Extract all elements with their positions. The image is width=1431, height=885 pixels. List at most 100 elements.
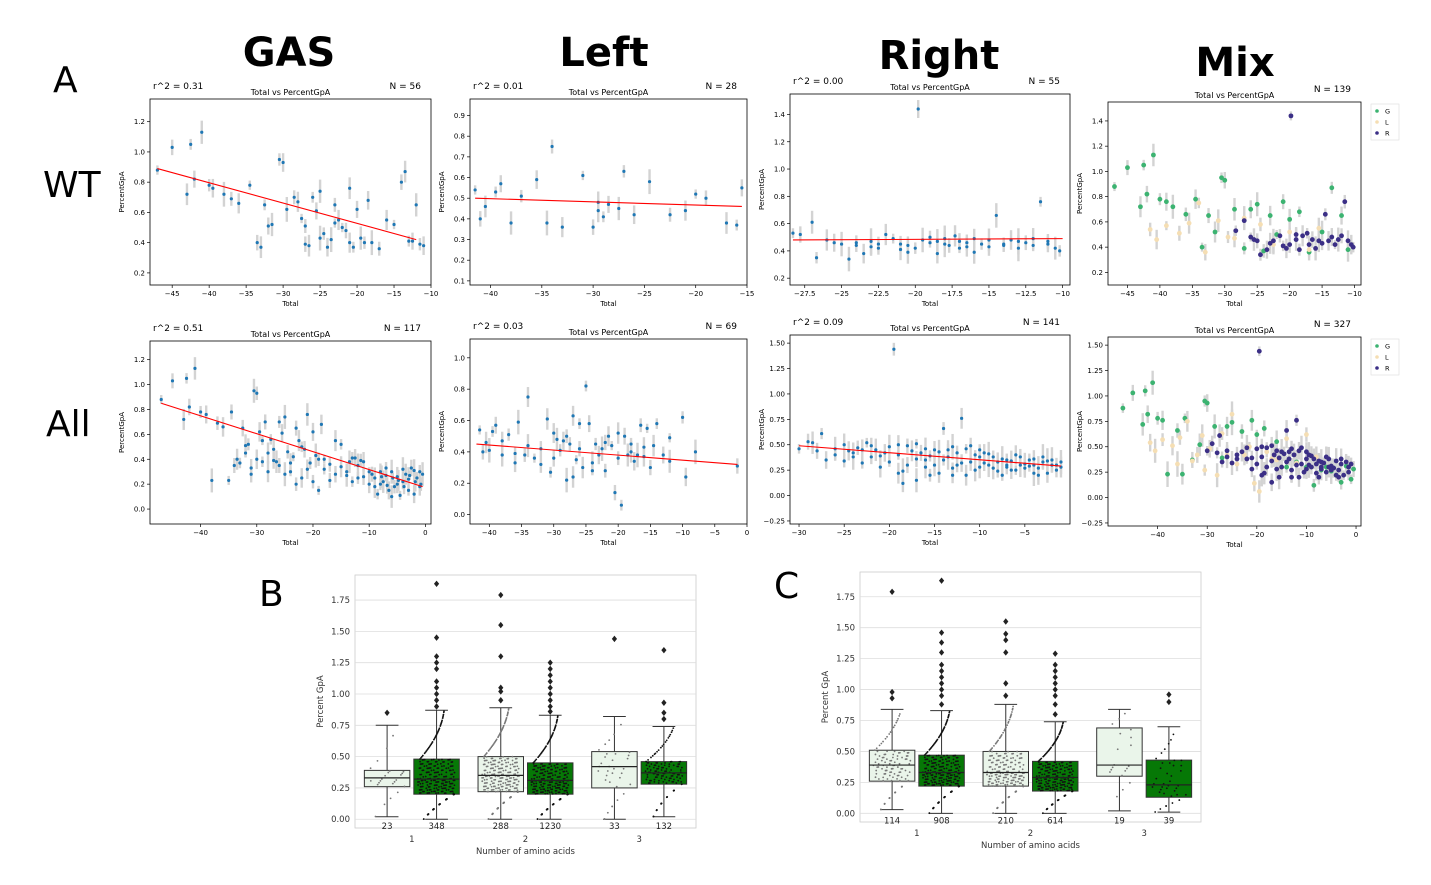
data-point: [704, 196, 708, 200]
swarm-point: [501, 727, 504, 729]
swarm-point: [943, 767, 946, 770]
data-point: [814, 256, 819, 260]
swarm-point: [1063, 770, 1066, 772]
plot-frame: [149, 340, 432, 525]
outlier-marker: [938, 667, 945, 675]
x-tick-label: −10: [675, 529, 690, 537]
data-point: [581, 173, 585, 178]
swarm-point: [432, 769, 435, 772]
data-point: [1219, 175, 1224, 181]
swarm-point: [451, 773, 454, 776]
swarm-point: [437, 781, 440, 783]
data-point: [1339, 213, 1344, 218]
swarm-point: [445, 775, 448, 778]
data-point: [1152, 448, 1158, 454]
swarm-point: [923, 756, 926, 759]
y-tick-label: 0.6: [774, 220, 786, 228]
swarm-point: [440, 773, 443, 776]
x-axis-label: Total: [921, 539, 938, 547]
swarm-point: [1166, 772, 1169, 775]
data-point: [359, 236, 363, 240]
data-point: [810, 220, 814, 224]
y-tick-label: 1.00: [331, 690, 350, 700]
data-point: [1350, 244, 1356, 250]
n-count-label: N = 139: [1314, 85, 1351, 95]
data-point: [1316, 474, 1322, 480]
swarm-point: [646, 773, 649, 776]
data-point: [255, 391, 259, 395]
swarm-point: [551, 785, 554, 788]
swarm-point: [1002, 782, 1005, 785]
y-axis-label: PercentGpA: [1076, 173, 1084, 214]
x-tick-label: −30: [792, 529, 807, 537]
y-axis-label: PercentGpA: [118, 171, 126, 212]
data-point: [1304, 456, 1309, 462]
swarm-point: [485, 785, 487, 788]
panel-b-label: B: [259, 574, 284, 615]
y-tick-label: 0.8: [134, 179, 145, 187]
swarm-point: [506, 713, 509, 716]
data-point: [1277, 233, 1283, 239]
y-tick-label: 0.1: [454, 277, 465, 285]
data-point: [412, 492, 416, 496]
swarm-point: [999, 761, 1002, 764]
swarm-point: [1001, 801, 1004, 804]
data-point: [851, 451, 855, 455]
data-point: [519, 194, 523, 198]
legend-marker: [1375, 366, 1379, 370]
swarm-point: [544, 790, 547, 792]
data-point: [1289, 467, 1294, 473]
swarm-point: [668, 735, 671, 738]
swarm-point: [678, 763, 681, 765]
data-point: [414, 203, 418, 207]
y-tick-label: 1.2: [774, 138, 785, 146]
swarm-point: [543, 764, 546, 767]
y-axis-label: PercentGpA: [758, 169, 766, 210]
swarm-point: [956, 775, 959, 778]
y-axis-label: Percent GpA: [316, 675, 326, 728]
data-point: [1147, 440, 1153, 446]
data-point: [1299, 461, 1304, 467]
swarm-point: [1070, 761, 1072, 764]
swarm-point: [449, 785, 452, 788]
data-point: [1304, 432, 1309, 437]
swarm-point: [926, 775, 929, 778]
swarm-point: [991, 768, 994, 771]
data-point: [791, 231, 795, 235]
swarm-point: [1021, 768, 1024, 771]
chart-box-c: 0.000.250.500.751.001.251.501.751 2 3Numbe…: [821, 571, 1202, 851]
swarm-point: [1070, 779, 1073, 782]
swarm-point: [558, 786, 561, 789]
data-point: [221, 425, 225, 429]
swarm-point: [668, 763, 671, 766]
swarm-point: [1063, 795, 1066, 797]
data-point: [824, 458, 828, 462]
swarm-point: [1184, 793, 1187, 796]
swarm-point: [489, 783, 492, 786]
data-point: [1038, 200, 1043, 204]
swarm-point: [1163, 792, 1165, 795]
data-point: [348, 241, 352, 245]
swarm-point: [379, 779, 382, 782]
outlier-marker: [547, 690, 553, 698]
data-point: [571, 414, 575, 418]
swarm-point: [499, 783, 502, 786]
data-point: [263, 203, 267, 207]
swarm-point: [680, 781, 683, 783]
outlier-marker: [547, 708, 553, 715]
y-tick-label: 0.6: [134, 209, 146, 217]
y-tick-label: 0.6: [454, 417, 466, 425]
swarm-point: [515, 787, 518, 789]
x-axis-label: Total: [599, 300, 616, 308]
data-point: [839, 242, 844, 246]
swarm-point: [487, 790, 490, 793]
data-point: [941, 458, 946, 462]
data-point: [1112, 184, 1117, 189]
swarm-point: [1049, 763, 1051, 765]
y-tick-label: 1.25: [1087, 367, 1103, 375]
data-point: [246, 442, 250, 446]
swarm-point: [453, 771, 456, 774]
x-axis-label: Total: [281, 539, 298, 547]
data-point: [500, 439, 504, 443]
data-point: [1248, 206, 1254, 212]
